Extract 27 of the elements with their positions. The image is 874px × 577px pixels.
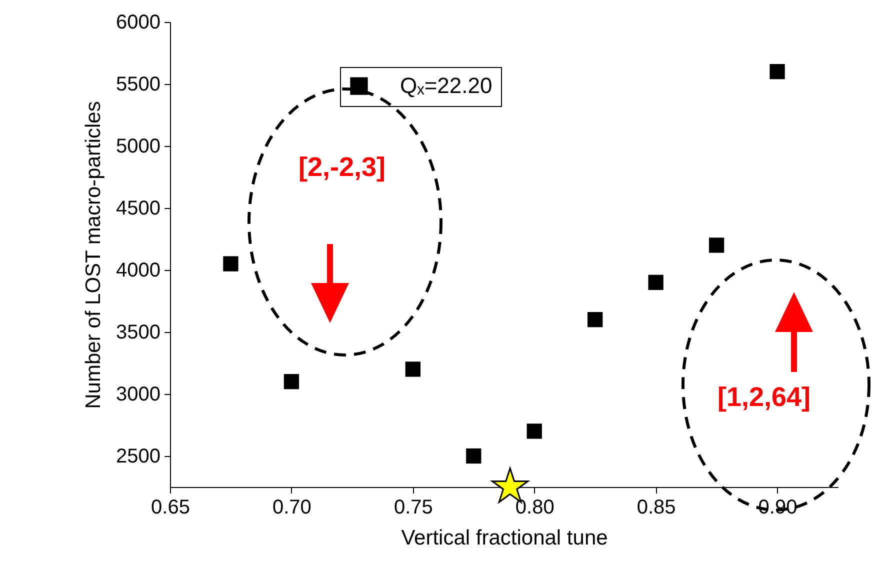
y-tick-label: 6000 [116,12,160,34]
point [466,448,482,464]
y-tick-label: 4500 [116,198,160,220]
y-tick-label: 3000 [116,384,160,406]
y-tick-label: 4000 [116,260,160,282]
x-tick-label: 0.85 [636,496,676,518]
point [770,64,785,80]
legend-label: Qₓ=22.20 [400,73,492,98]
point [223,256,238,272]
x-tick-label: 0.80 [515,496,554,518]
x-tick-label: 0.70 [272,496,312,518]
y-tick-label: 2500 [116,446,160,468]
y-axis-title: Number of LOST macro-particles [82,101,106,409]
point [648,274,664,290]
y-tick-label: 3500 [116,322,160,344]
point [708,238,724,253]
point [405,362,420,377]
x-axis-title: Vertical fractional tune [401,526,608,550]
y-tick-label: 5000 [116,136,160,158]
y-tick-label: 5500 [116,74,160,96]
point [526,424,542,439]
point [284,374,300,390]
annotation: [2,-2,3] [298,152,386,182]
x-tick-label: 0.65 [151,496,190,518]
point [588,312,603,328]
x-tick-label: 0.75 [394,496,433,518]
annotation: [1,2,64] [717,382,811,412]
